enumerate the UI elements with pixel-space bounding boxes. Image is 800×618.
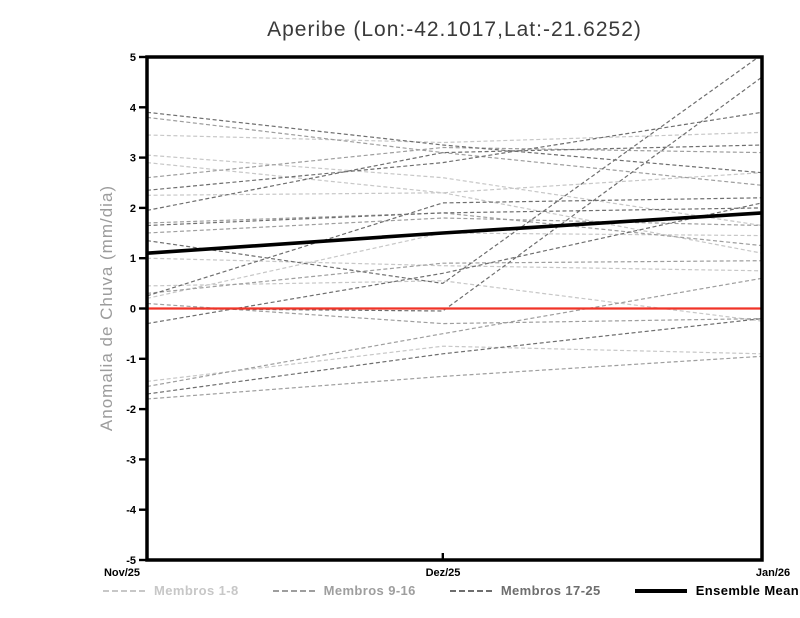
- dashed-line-sample-icon: [272, 589, 315, 592]
- member-line: [147, 144, 762, 211]
- x-tick-label: Jan/26: [756, 567, 790, 579]
- y-tick-label: -5: [126, 555, 136, 567]
- member-line: [147, 162, 762, 254]
- legend-label: Membros 9-16: [323, 583, 416, 598]
- y-tick-label: 4: [130, 102, 137, 114]
- x-tick-label: Dez/25: [426, 567, 461, 579]
- legend-entry-ensemble-mean: Ensemble Mean: [634, 583, 800, 598]
- member-line: [147, 207, 762, 227]
- legend-entry-membros-17-25: Membros 17-25: [449, 583, 601, 598]
- member-line: [147, 76, 762, 312]
- y-tick-label: -4: [126, 505, 137, 517]
- member-line: [147, 302, 762, 325]
- member-line: [147, 257, 762, 272]
- y-tick-label: 1: [130, 253, 136, 265]
- y-tick-label: 0: [130, 304, 136, 316]
- ensemble-mean-line: [146, 211, 763, 255]
- y-tick-label: 3: [130, 153, 136, 165]
- member-line: [147, 217, 762, 234]
- member-line: [147, 116, 762, 186]
- legend-label: Membros 1-8: [154, 583, 239, 598]
- dashed-line-sample-icon: [103, 589, 145, 592]
- y-tick-label: 5: [130, 52, 136, 64]
- member-line: [147, 111, 762, 191]
- member-line: [147, 111, 762, 174]
- y-tick-label: -1: [126, 354, 136, 366]
- member-line: [147, 277, 762, 388]
- legend-entry-membros-9-16: Membros 9-16: [272, 583, 416, 598]
- legend-label: Ensemble Mean: [695, 583, 800, 598]
- member-line: [147, 202, 762, 325]
- member-line: [147, 355, 762, 400]
- y-tick-label: -3: [126, 454, 136, 466]
- legend-label: Membros 17-25: [500, 583, 601, 598]
- y-tick-label: 2: [130, 203, 136, 215]
- dashed-line-sample-icon: [449, 589, 492, 592]
- member-line: [147, 197, 762, 297]
- member-line: [147, 212, 762, 247]
- member-line: [147, 280, 762, 322]
- legend: Membros 1-8 Membros 9-16 Membros 17-25 E…: [103, 583, 799, 598]
- member-line: [147, 146, 762, 179]
- member-line: [147, 345, 762, 382]
- chart-title: Aperibe (Lon:-42.1017,Lat:-21.6252): [267, 18, 642, 41]
- member-line: [147, 154, 762, 227]
- legend-entry-membros-1-8: Membros 1-8: [103, 583, 239, 598]
- x-tick-label: Nov/25: [104, 567, 140, 579]
- y-tick-label: -2: [126, 404, 136, 416]
- member-line: [147, 172, 762, 196]
- member-line: [147, 131, 762, 144]
- solid-line-sample-icon: [634, 588, 687, 593]
- member-line: [147, 318, 762, 395]
- member-line: [147, 260, 762, 294]
- member-line: [147, 57, 760, 285]
